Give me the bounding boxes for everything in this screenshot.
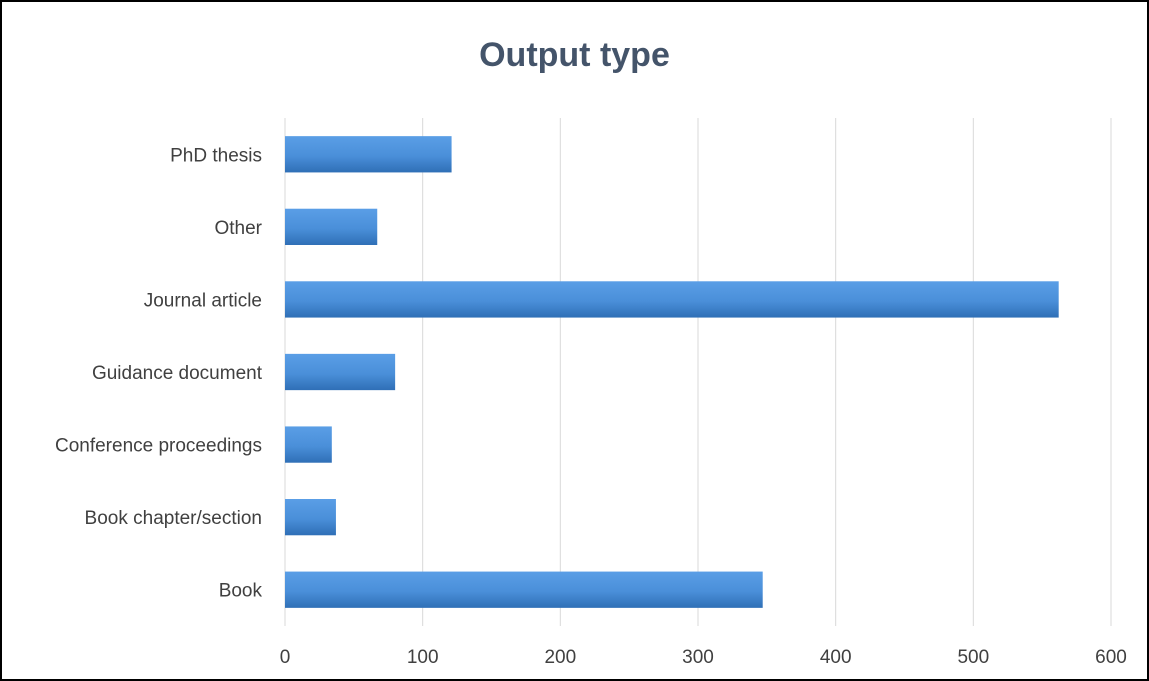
bar xyxy=(285,208,378,245)
x-tick-label: 300 xyxy=(682,647,714,668)
category-label: PhD thesis xyxy=(170,145,262,166)
category-label: Book xyxy=(219,581,263,602)
chart-title: Output type xyxy=(479,36,670,74)
x-tick-label: 100 xyxy=(407,647,439,668)
category-label: Other xyxy=(214,218,262,239)
bar xyxy=(285,571,763,608)
x-tick-label: 400 xyxy=(820,647,852,668)
bar xyxy=(285,426,332,463)
x-tick-label: 600 xyxy=(1095,647,1127,668)
category-label: Book chapter/section xyxy=(85,508,262,529)
bar xyxy=(285,136,452,173)
category-label: Journal article xyxy=(144,290,262,311)
category-labels: PhD thesis Other Journal article Guidance d… xyxy=(55,145,263,601)
x-tick-label: 0 xyxy=(280,647,291,668)
x-tick-label: 500 xyxy=(957,647,989,668)
category-label: Guidance document xyxy=(92,363,263,384)
bar xyxy=(285,281,1059,318)
x-tick-label: 200 xyxy=(544,647,576,668)
category-label: Conference proceedings xyxy=(55,436,262,457)
bar xyxy=(285,353,396,391)
gridlines xyxy=(284,118,1112,626)
bar xyxy=(285,499,336,536)
bars xyxy=(285,136,1059,608)
x-tick-labels: 0 100 200 300 400 500 600 xyxy=(280,647,1127,668)
